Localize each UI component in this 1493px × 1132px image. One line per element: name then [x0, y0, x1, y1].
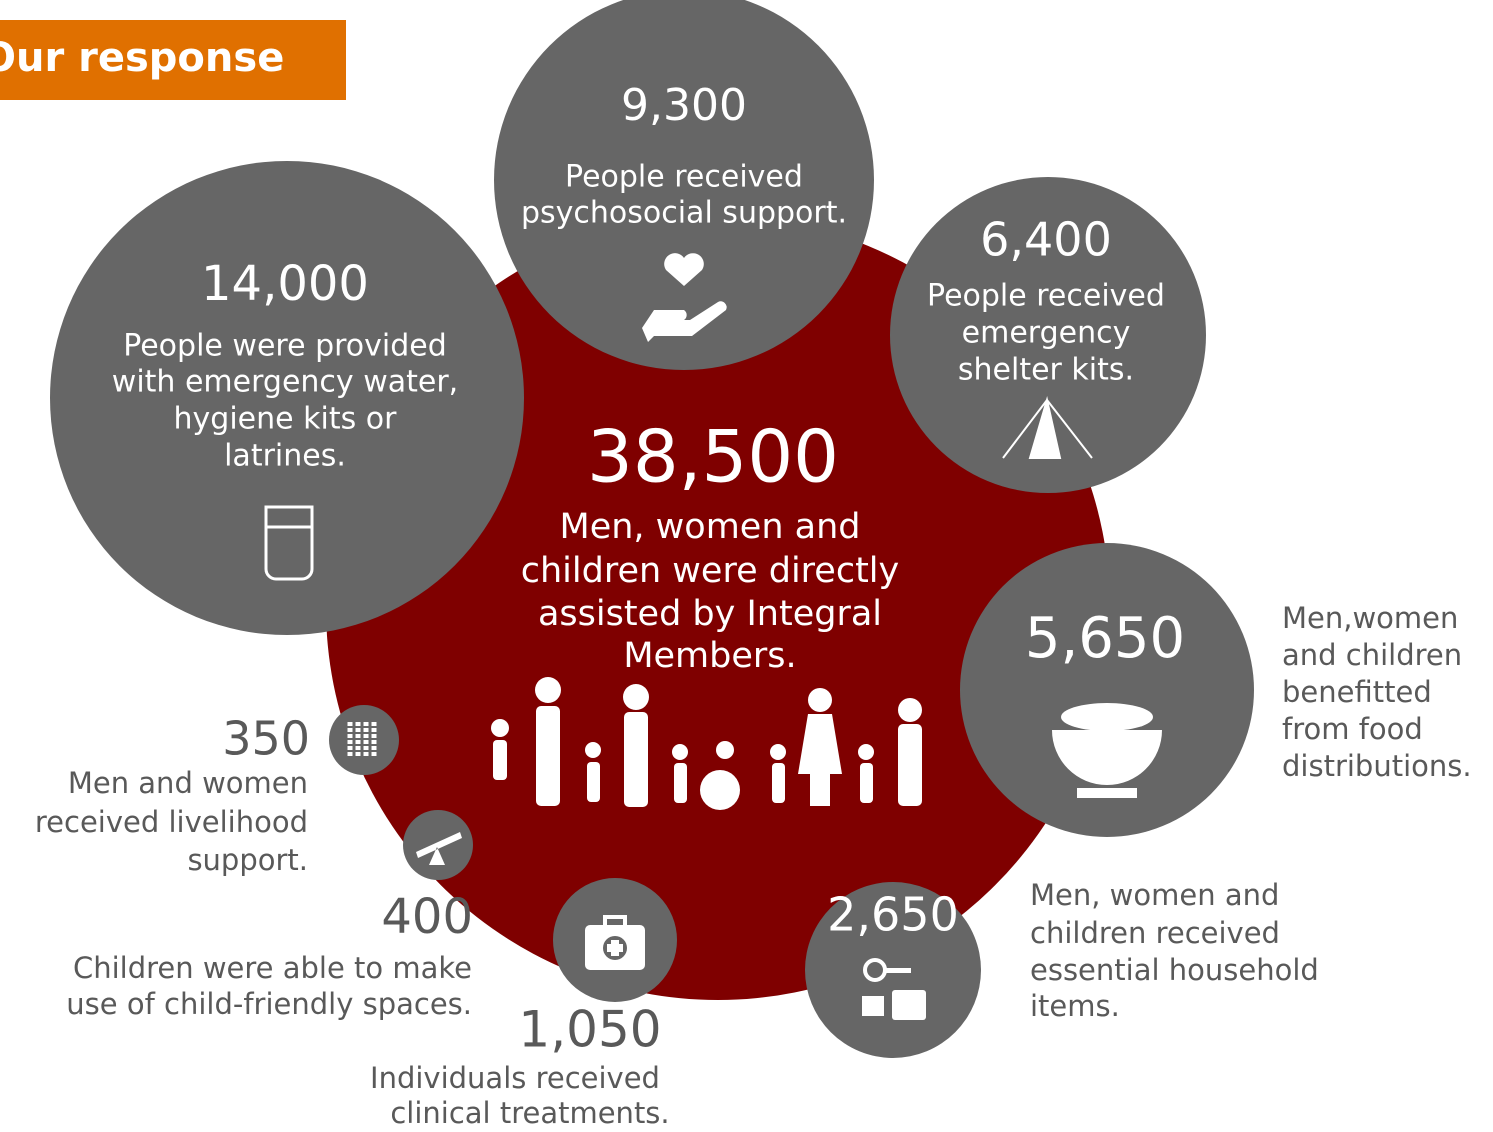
- stat-number: 6,400: [980, 213, 1112, 267]
- stat-text: distributions.: [1282, 749, 1472, 783]
- stat-text: received livelihood: [35, 805, 308, 839]
- stat-text: Individuals received: [370, 1061, 660, 1095]
- stat-text: Men,women: [1282, 601, 1458, 635]
- stat-number: 400: [381, 889, 473, 945]
- stat-text: Men and women: [68, 766, 308, 800]
- center-text: assisted by Integral: [538, 594, 882, 634]
- stat-number: 5,650: [1025, 606, 1185, 671]
- header-title: Our response: [0, 35, 284, 81]
- stat-text: with emergency water,: [112, 365, 458, 400]
- stat-text: latrines.: [224, 439, 346, 474]
- stat-text: Men, women and: [1030, 878, 1279, 912]
- stat-number: 14,000: [201, 256, 369, 312]
- stat-text: items.: [1030, 989, 1120, 1023]
- center-text: children were directly: [521, 551, 900, 591]
- center-text: Men, women and: [560, 507, 861, 547]
- infographic: Our response: [0, 0, 1493, 1132]
- center-number: 38,500: [587, 415, 839, 499]
- stat-text: and children: [1282, 638, 1462, 672]
- stat-number: 2,650: [827, 888, 959, 942]
- center-text: Members.: [623, 636, 796, 676]
- stat-text: shelter kits.: [958, 353, 1134, 388]
- stat-text: benefitted: [1282, 675, 1432, 709]
- stat-text: clinical treatments.: [390, 1096, 669, 1130]
- stat-text: essential household: [1030, 953, 1319, 987]
- stat-number: 9,300: [621, 80, 747, 131]
- stat-text: from food: [1282, 712, 1423, 746]
- stat-number: 350: [222, 712, 310, 766]
- stat-text: People were provided: [123, 329, 447, 364]
- stat-text: People received: [565, 160, 803, 195]
- stat-text: Children were able to make: [73, 951, 472, 985]
- stat-text: support.: [187, 843, 308, 877]
- stat-text: psychosocial support.: [521, 196, 847, 231]
- stat-text: hygiene kits or: [174, 402, 398, 437]
- stat-number: 1,050: [518, 1001, 661, 1059]
- stat-text: children received: [1030, 916, 1280, 950]
- stat-text: People received: [927, 279, 1165, 314]
- stat-text: emergency: [962, 316, 1131, 351]
- stat-text: use of child-friendly spaces.: [66, 987, 472, 1021]
